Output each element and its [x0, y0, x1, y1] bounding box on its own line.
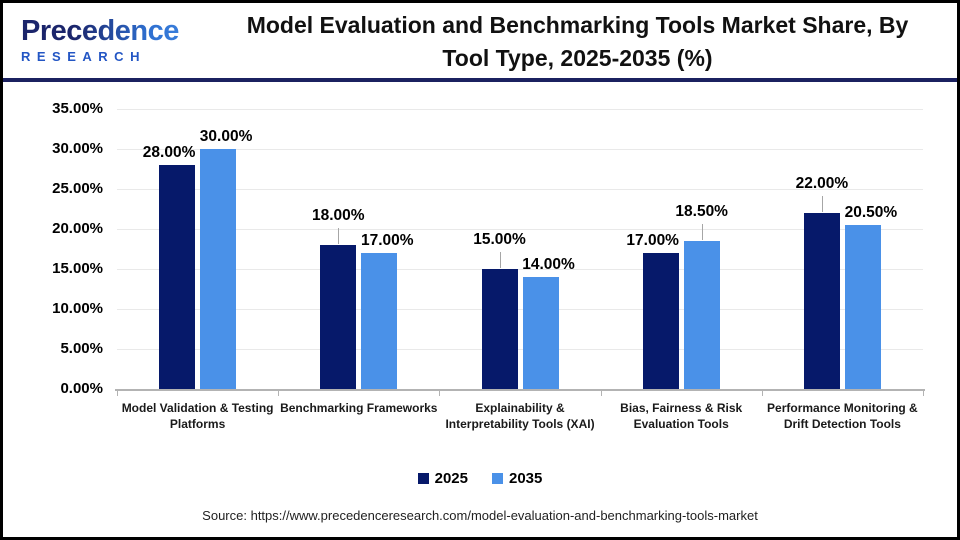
y-axis-label: 35.00% — [52, 100, 103, 117]
chart-area: 2025 2035 Source: https://www.precedence… — [3, 82, 957, 537]
bar-2025-4 — [803, 213, 840, 389]
bar-2035-4 — [844, 225, 881, 389]
chart-legend: 2025 2035 — [3, 470, 957, 487]
legend-item-2025: 2025 — [417, 470, 468, 487]
bar-value-label: 18.00% — [312, 207, 365, 224]
bar-2025-2 — [481, 269, 518, 389]
bar-value-label: 28.00% — [142, 144, 196, 161]
bar-value-label: 17.00% — [626, 232, 679, 249]
category-label: Model Validation & Testing Platforms — [121, 401, 274, 431]
y-axis-label: 20.00% — [52, 220, 103, 237]
gridline — [117, 189, 923, 190]
gridline — [117, 309, 923, 310]
y-axis-label: 15.00% — [52, 260, 103, 277]
axis-tick — [439, 391, 441, 396]
axis-tick — [278, 391, 280, 396]
bar-value-label: 22.00% — [795, 175, 849, 192]
y-axis-label: 5.00% — [60, 340, 103, 357]
logo-brand-text: Precedence — [21, 17, 198, 46]
axis-tick — [117, 391, 118, 396]
gridline — [117, 109, 923, 110]
legend-item-2035: 2035 — [492, 470, 542, 487]
bar-2025-1 — [320, 245, 357, 389]
gridline — [117, 229, 923, 230]
bar-value-label: 14.00% — [522, 256, 575, 273]
bar-value-label: 20.50% — [844, 204, 898, 221]
y-axis-label: 25.00% — [52, 180, 103, 197]
precedence-research-logo: Precedence RESEARCH — [3, 17, 198, 65]
y-axis-label: 30.00% — [52, 140, 103, 157]
legend-label-2025: 2025 — [434, 470, 468, 487]
logo-sub-text: RESEARCH — [21, 49, 146, 64]
label-leader-line — [821, 196, 823, 212]
label-leader-line — [338, 228, 340, 244]
category-label: Benchmarking Frameworks — [280, 401, 438, 415]
axis-tick — [761, 391, 763, 396]
header: Precedence RESEARCH Model Evaluation and… — [3, 3, 957, 78]
axis-tick — [600, 391, 602, 396]
header-divider — [3, 78, 957, 82]
legend-label-2035: 2035 — [509, 470, 543, 487]
axis-tick — [923, 391, 924, 396]
y-axis-label: 10.00% — [52, 300, 103, 317]
gridline — [117, 149, 923, 150]
x-axis-line — [115, 389, 925, 391]
source-line: Source: https://www.precedenceresearch.c… — [202, 508, 758, 523]
legend-swatch-2025 — [417, 473, 429, 484]
category-label: Explainability & Interpretability Tools … — [445, 401, 595, 431]
bar-value-label: 17.00% — [361, 232, 414, 249]
bar-value-label: 18.50% — [675, 203, 728, 220]
legend-swatch-2035 — [492, 473, 503, 484]
bar-2035-1 — [361, 253, 398, 389]
category-label: Bias, Fairness & Risk Evaluation Tools — [620, 401, 743, 431]
bar-2025-3 — [642, 253, 679, 389]
bar-value-label: 30.00% — [199, 128, 253, 145]
label-leader-line — [701, 224, 703, 240]
gridline — [117, 349, 923, 350]
label-leader-line — [499, 252, 501, 268]
bar-2035-0 — [200, 149, 237, 389]
bar-2035-3 — [683, 241, 720, 389]
bar-value-label: 15.00% — [473, 231, 526, 248]
y-axis-label: 0.00% — [60, 380, 103, 397]
bar-2025-0 — [159, 165, 196, 389]
chart-title: Model Evaluation and Benchmarking Tools … — [246, 11, 909, 71]
gridline — [117, 269, 923, 270]
category-label: Performance Monitoring & Drift Detection… — [767, 401, 918, 431]
bar-2035-2 — [522, 277, 559, 389]
